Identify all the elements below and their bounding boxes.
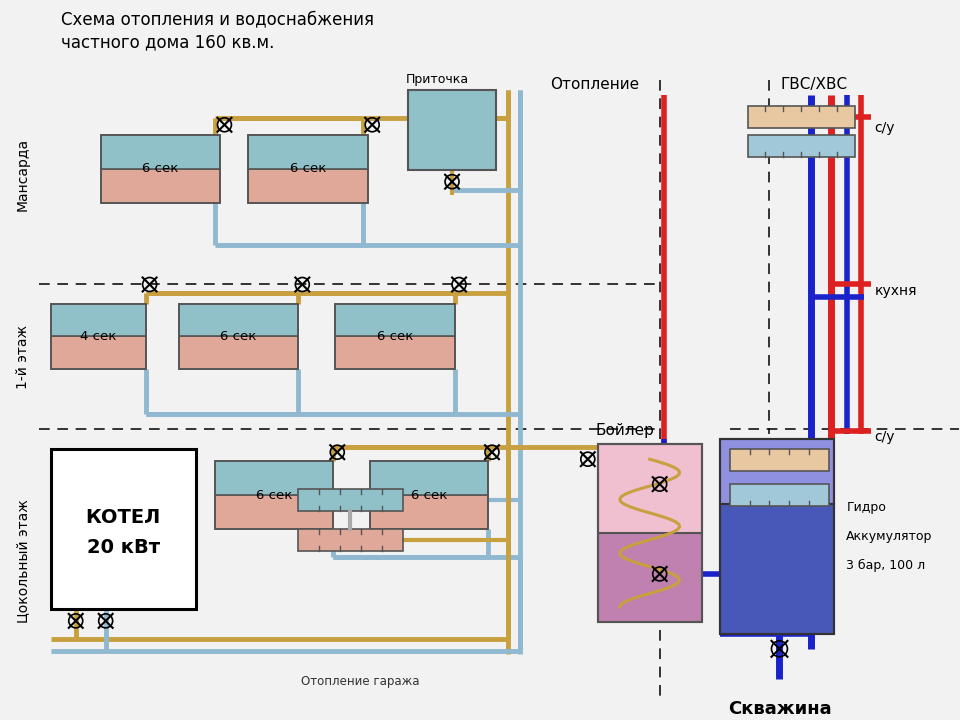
Bar <box>101 135 221 168</box>
Text: 6 сек: 6 сек <box>411 489 447 502</box>
Text: 1-й этаж: 1-й этаж <box>15 325 30 389</box>
Bar <box>51 305 146 336</box>
Bar <box>215 462 333 495</box>
Bar <box>215 495 333 529</box>
Text: Бойлер: Бойлер <box>596 423 655 438</box>
Bar <box>299 529 403 551</box>
Text: 3 бар, 100 л: 3 бар, 100 л <box>847 559 925 572</box>
Bar <box>748 135 855 157</box>
Bar <box>598 444 702 622</box>
Bar <box>335 305 455 336</box>
Text: 20 кВт: 20 кВт <box>86 538 159 557</box>
Text: ТП: ТП <box>275 513 294 527</box>
Text: Аккумулятор: Аккумулятор <box>847 530 933 543</box>
Text: 6 сек: 6 сек <box>290 162 326 175</box>
Bar <box>335 305 455 369</box>
Bar <box>598 444 702 533</box>
Bar <box>249 168 369 202</box>
Text: 6 сек: 6 сек <box>377 330 414 343</box>
Text: 4 сек: 4 сек <box>80 330 116 343</box>
Bar <box>179 336 299 369</box>
Text: Гидро: Гидро <box>847 501 886 514</box>
Bar <box>51 449 196 609</box>
Text: 6 сек: 6 сек <box>220 330 256 343</box>
Text: 150 л: 150 л <box>608 453 646 466</box>
Bar <box>371 495 488 529</box>
Text: 6 сек: 6 сек <box>142 162 179 175</box>
Bar <box>335 336 455 369</box>
Bar <box>730 484 829 506</box>
Text: Цокольный этаж: Цокольный этаж <box>15 500 30 624</box>
Bar <box>179 305 299 336</box>
Bar <box>720 504 834 634</box>
Text: кухня: кухня <box>875 284 917 299</box>
Bar <box>730 449 829 471</box>
Text: Схема отопления и водоснабжения
частного дома 160 кв.м.: Схема отопления и водоснабжения частного… <box>60 10 373 52</box>
Text: КОТЕЛ: КОТЕЛ <box>85 508 160 526</box>
Bar <box>598 533 702 622</box>
Text: Отопление: Отопление <box>550 77 639 92</box>
Bar <box>51 336 146 369</box>
Bar <box>179 305 299 369</box>
Text: Приточка: Приточка <box>406 73 469 86</box>
Bar <box>720 439 834 634</box>
Text: Скважина: Скважина <box>728 700 831 718</box>
Bar <box>215 462 333 529</box>
Bar <box>249 135 369 202</box>
Bar <box>408 90 496 170</box>
Text: ГВС/ХВС: ГВС/ХВС <box>780 77 848 92</box>
Bar <box>101 168 221 202</box>
Text: Мансарда: Мансарда <box>15 138 30 211</box>
Bar <box>101 135 221 202</box>
Text: Отопление гаража: Отопление гаража <box>301 675 420 688</box>
Text: с/у: с/у <box>875 121 895 135</box>
Bar <box>371 462 488 529</box>
Text: 6 сек: 6 сек <box>256 489 293 502</box>
Bar <box>299 489 403 511</box>
Bar <box>720 439 834 504</box>
Text: с/у: с/у <box>875 431 895 444</box>
Bar <box>748 106 855 127</box>
Bar <box>51 305 146 369</box>
Bar <box>249 135 369 168</box>
Bar <box>371 462 488 495</box>
